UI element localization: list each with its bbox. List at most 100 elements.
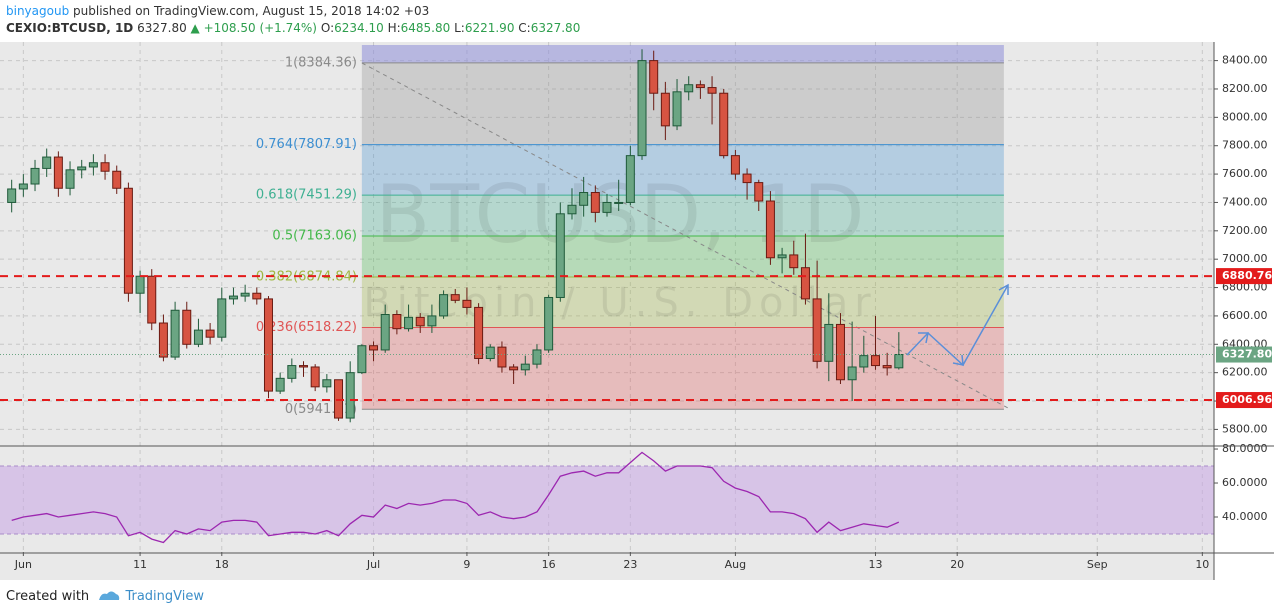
- candle-body: [310, 366, 320, 388]
- candle-body: [765, 200, 775, 259]
- fib-label: 0.764(7807.91): [256, 137, 357, 152]
- h-label: H:: [387, 21, 401, 35]
- y-tick-label: 6200.00: [1222, 366, 1268, 379]
- fib-band: [361, 45, 1004, 63]
- candle-body: [427, 315, 437, 327]
- candle-body: [357, 345, 367, 374]
- candle-body: [520, 363, 530, 371]
- level-label: 6880.76: [1222, 269, 1272, 282]
- x-tick-label: Sep: [1087, 558, 1108, 571]
- candle-body: [754, 182, 764, 202]
- candle-body: [497, 346, 507, 368]
- candle-body: [205, 329, 215, 338]
- arrow-head: [952, 354, 964, 366]
- o: 6234.10: [334, 21, 384, 35]
- candle-body: [544, 296, 554, 351]
- candle-body: [894, 354, 904, 369]
- candle-body: [450, 294, 460, 301]
- candle-body: [217, 298, 227, 338]
- candle-body: [240, 292, 250, 297]
- candle-body: [252, 292, 262, 300]
- candle-body: [88, 162, 98, 168]
- arrow-head: [918, 332, 929, 344]
- y-tick-label: 7000.00: [1222, 252, 1268, 265]
- candle-body: [777, 254, 787, 259]
- candle-body: [509, 366, 519, 371]
- arrow-head: [998, 283, 1009, 295]
- fib-band: [361, 327, 1004, 410]
- created: Created with: [6, 589, 90, 604]
- watermark: BTCUSD, 1D: [375, 168, 864, 261]
- candle-body: [474, 306, 484, 359]
- fib-label: 0.5(7163.06): [272, 229, 357, 244]
- candle-body: [287, 365, 297, 379]
- candle-body: [263, 298, 273, 392]
- h: 6485.80: [400, 21, 451, 35]
- candle-body: [800, 267, 810, 300]
- candle-body: [730, 155, 740, 175]
- y-tick-label: 7600.00: [1222, 167, 1268, 180]
- candle-body: [835, 323, 845, 381]
- candle-body: [7, 188, 17, 203]
- y-tick-label: 7800.00: [1222, 139, 1268, 152]
- fib-trend: [361, 62, 1009, 409]
- symbol: CEXIO:BTCUSD, 1D: [6, 21, 134, 35]
- y-tick-label: 7400.00: [1222, 195, 1268, 208]
- candle-body: [625, 155, 635, 203]
- candle-body: [392, 314, 402, 330]
- candle-body: [42, 156, 52, 169]
- x-tick-label: 16: [542, 558, 556, 571]
- candle-body: [380, 314, 390, 351]
- candle-body: [158, 322, 168, 358]
- fib-band: [361, 195, 1004, 237]
- last: 6327.80: [137, 21, 187, 35]
- fib-band: [361, 62, 1004, 145]
- candle-body: [707, 87, 717, 94]
- published: published on TradingView.com, August 15,…: [73, 4, 430, 18]
- y-tick-label: 6600.00: [1222, 309, 1268, 322]
- candle-body: [789, 254, 799, 269]
- candle-body: [322, 379, 332, 388]
- y-tick-label: 8200.00: [1222, 82, 1268, 95]
- o-label: O:: [320, 21, 335, 35]
- candle-body: [100, 162, 110, 172]
- y-tick-label: 5800.00: [1222, 422, 1268, 435]
- chart: BTCUSD, 1D Bitcoin / U.S. Dollar 5800.00…: [0, 42, 1274, 580]
- candle-body: [672, 91, 682, 127]
- x-tick-label: Jun: [14, 558, 32, 571]
- l: 6221.90: [464, 21, 515, 35]
- candle-body: [882, 365, 892, 369]
- candle-body: [439, 294, 449, 317]
- level-tag: [1216, 392, 1272, 409]
- x-tick-label: 13: [868, 558, 882, 571]
- candle-body: [660, 92, 670, 127]
- y-tick-label: 7200.00: [1222, 224, 1268, 237]
- candle-body: [649, 60, 659, 94]
- candle-body: [147, 275, 157, 324]
- rsi-band: [0, 466, 1214, 534]
- candle-body: [170, 309, 180, 358]
- candle-body: [30, 167, 40, 185]
- last-price-tag: [1216, 346, 1272, 363]
- candle-body: [742, 173, 752, 184]
- candle-body: [299, 365, 308, 368]
- logo-cloud: [99, 591, 120, 600]
- x-tick-label: Aug: [725, 558, 746, 571]
- candle-body: [812, 298, 822, 362]
- rsi-y-tick-label: 80.0000: [1222, 442, 1268, 455]
- candle-body: [77, 166, 87, 171]
- candle-body: [579, 192, 589, 206]
- x-tick-label: 20: [950, 558, 964, 571]
- x-tick-label: 9: [463, 558, 470, 571]
- rsi-y-tick-label: 60.0000: [1222, 476, 1268, 489]
- header: binyagoub published on TradingView.com, …: [6, 3, 580, 37]
- rsi-line: [11, 451, 900, 544]
- candle-body: [193, 329, 203, 345]
- candle-body: [847, 366, 857, 381]
- fib-label: 0.382(6874.84): [256, 269, 357, 284]
- y-tick-label: 8000.00: [1222, 110, 1268, 123]
- candle-body: [590, 192, 600, 213]
- candle-body: [228, 295, 238, 300]
- y-tick-label: 8400.00: [1222, 54, 1268, 67]
- candle-body: [719, 92, 729, 157]
